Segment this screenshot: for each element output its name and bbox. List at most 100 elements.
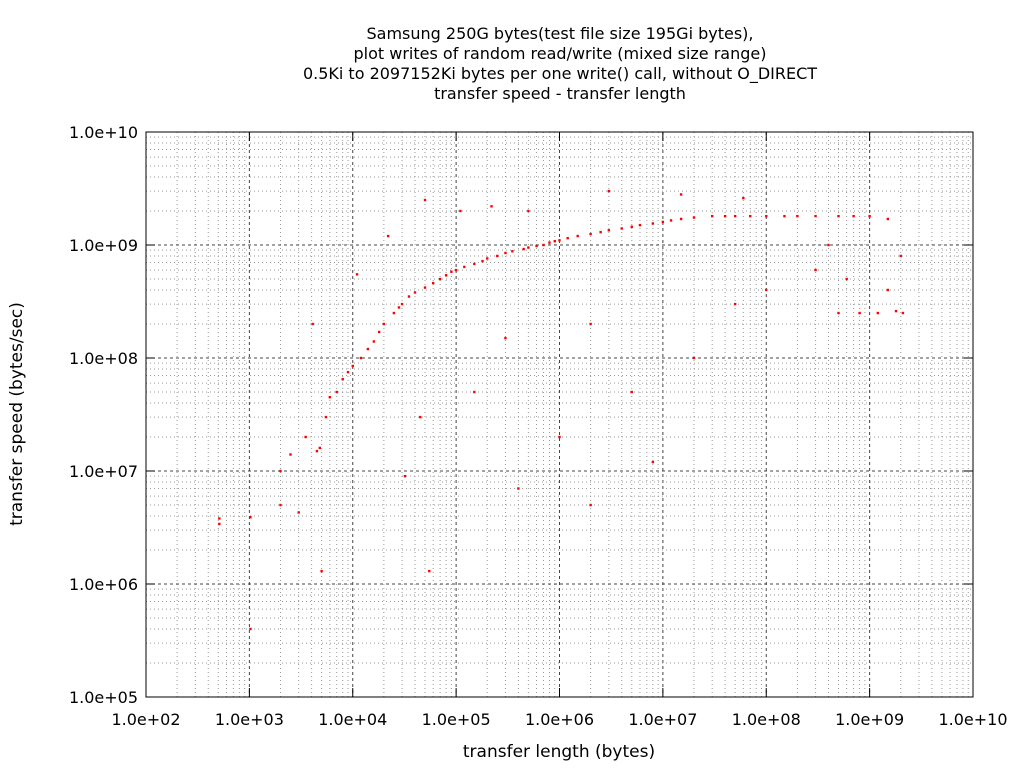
data-point: [553, 240, 556, 243]
data-point: [901, 311, 905, 315]
data-point: [473, 262, 476, 266]
data-point: [413, 291, 417, 294]
data-point: [289, 453, 292, 456]
x-tick-label: 1.0e+10: [938, 710, 1007, 729]
data-point: [783, 214, 786, 218]
data-point: [589, 322, 592, 326]
data-point: [749, 214, 752, 218]
data-points: [218, 189, 905, 631]
y-axis-label: transfer speed (bytes/sec): [7, 302, 27, 526]
data-point: [886, 217, 890, 221]
data-point: [517, 487, 520, 490]
x-tick-label: 1.0e+03: [215, 710, 284, 729]
x-tick-label: 1.0e+06: [525, 710, 594, 729]
data-point: [249, 627, 252, 631]
data-point: [431, 281, 435, 285]
y-tick-label: 1.0e+09: [69, 236, 138, 255]
data-point: [827, 243, 830, 247]
data-point: [392, 311, 396, 315]
x-tick-label: 1.0e+07: [628, 710, 697, 729]
x-tick-label: 1.0e+02: [111, 710, 180, 729]
data-point: [486, 257, 489, 260]
data-point: [733, 302, 737, 306]
data-point: [496, 254, 499, 258]
data-point: [351, 364, 354, 368]
data-point: [341, 377, 344, 381]
data-point: [328, 395, 332, 399]
data-point: [377, 330, 381, 334]
data-point: [527, 209, 530, 213]
data-point: [459, 209, 462, 213]
data-point: [397, 306, 401, 309]
data-point: [218, 522, 221, 526]
data-point: [407, 295, 411, 298]
data-point: [481, 259, 484, 263]
data-point: [522, 247, 525, 251]
data-point: [320, 569, 323, 573]
data-point: [651, 460, 655, 464]
data-point: [765, 288, 768, 292]
data-point: [450, 270, 453, 273]
data-point: [419, 415, 422, 419]
data-point: [504, 336, 507, 340]
data-point: [679, 217, 683, 221]
data-point: [620, 227, 623, 230]
data-point: [473, 390, 476, 394]
chart-title-line-1: Samsung 250G bytes(test file size 195Gi …: [367, 24, 754, 43]
data-point: [423, 198, 427, 202]
x-tick-label: 1.0e+09: [835, 710, 904, 729]
data-point: [400, 302, 404, 306]
data-point: [318, 446, 321, 450]
data-point: [692, 356, 696, 360]
data-point: [858, 311, 861, 315]
data-point: [382, 322, 386, 326]
data-point: [638, 223, 642, 227]
data-point: [423, 286, 427, 289]
data-point: [542, 243, 545, 247]
data-point: [558, 239, 561, 242]
data-point: [279, 503, 282, 507]
data-point: [511, 250, 514, 253]
data-point: [723, 214, 727, 218]
data-point: [566, 236, 569, 240]
chart-title-line-4: transfer speed - transfer length: [434, 84, 686, 103]
x-tick-label: 1.0e+08: [732, 710, 801, 729]
data-point: [346, 370, 350, 374]
data-point: [428, 569, 431, 573]
data-point: [814, 268, 817, 272]
data-point: [837, 311, 840, 315]
chart-title-line-3: 0.5Ki to 2097152Ki bytes per one write()…: [303, 64, 817, 84]
y-tick-label: 1.0e+07: [69, 462, 138, 481]
x-tick-label: 1.0e+04: [318, 710, 387, 729]
data-point: [711, 214, 714, 218]
data-point: [444, 274, 448, 277]
data-point: [599, 230, 602, 234]
data-point: [359, 356, 363, 360]
data-point: [630, 390, 633, 394]
data-point: [315, 449, 319, 453]
data-point: [845, 277, 848, 281]
y-tick-label: 1.0e+06: [69, 575, 138, 594]
data-point: [765, 214, 768, 218]
data-point: [669, 219, 673, 222]
data-point: [324, 415, 328, 419]
data-point: [463, 265, 466, 269]
data-point: [366, 347, 370, 351]
data-point: [372, 340, 376, 343]
y-tick-label: 1.0e+10: [69, 123, 138, 142]
axis-ticks: 1.0e+02 1.0e+03 1.0e+04 1.0e+05 1.0e+06 1.0e+…: [69, 123, 1008, 729]
data-point: [335, 390, 338, 394]
data-point: [403, 474, 407, 478]
data-point: [576, 234, 579, 238]
data-point: [311, 322, 314, 326]
data-point: [661, 220, 665, 224]
data-point: [490, 205, 493, 208]
data-point: [535, 244, 538, 248]
data-point: [386, 234, 390, 238]
data-point: [249, 516, 252, 519]
plot-frame: [145, 131, 974, 698]
y-tick-label: 1.0e+05: [69, 688, 138, 707]
data-point: [304, 435, 307, 439]
data-point: [558, 435, 561, 439]
data-point: [548, 241, 551, 244]
